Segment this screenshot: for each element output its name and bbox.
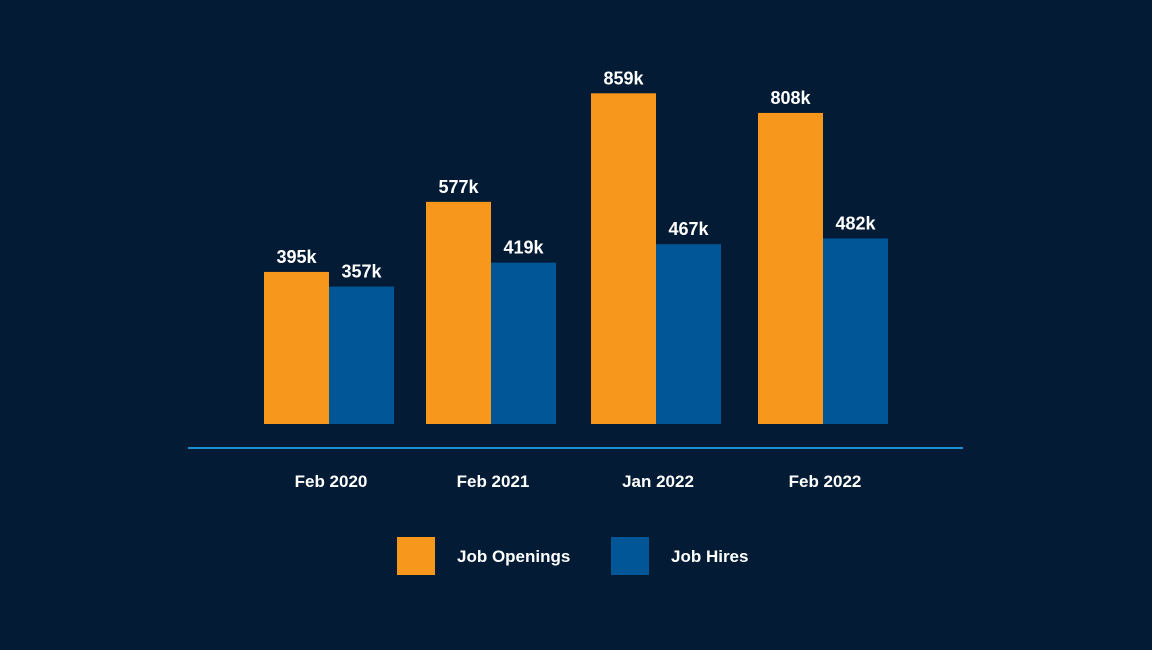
bar-job-hires xyxy=(329,286,394,424)
x-tick-label: Jan 2022 xyxy=(622,472,694,491)
bar-job-hires xyxy=(823,238,888,424)
bar-job-hires xyxy=(656,244,721,424)
data-label: 419k xyxy=(503,238,544,258)
bar-job-hires xyxy=(491,262,556,424)
data-label: 808k xyxy=(770,88,811,108)
legend-swatch xyxy=(611,537,649,575)
data-label: 357k xyxy=(341,262,382,282)
bar-job-openings xyxy=(758,112,823,425)
x-tick-label: Feb 2022 xyxy=(789,472,862,491)
bar-job-openings xyxy=(426,201,491,424)
x-tick-label: Feb 2020 xyxy=(295,472,368,491)
data-label: 482k xyxy=(835,213,876,233)
legend-label: Job Openings xyxy=(457,547,570,566)
bar-job-openings xyxy=(591,93,656,424)
data-label: 577k xyxy=(438,177,479,197)
legend-swatch xyxy=(397,537,435,575)
data-label: 395k xyxy=(276,247,317,267)
data-label: 467k xyxy=(668,219,709,239)
bar-job-openings xyxy=(264,271,329,424)
x-tick-label: Feb 2021 xyxy=(457,472,530,491)
data-label: 859k xyxy=(603,68,644,88)
legend-label: Job Hires xyxy=(671,547,748,566)
